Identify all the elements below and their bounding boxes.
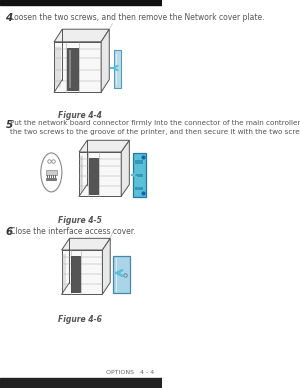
Bar <box>62 250 102 294</box>
Bar <box>71 256 80 292</box>
Text: 5: 5 <box>5 120 13 130</box>
Circle shape <box>41 153 62 192</box>
Bar <box>114 50 121 88</box>
Text: OPTIONS   4 - 4: OPTIONS 4 - 4 <box>106 370 154 375</box>
Bar <box>112 256 130 293</box>
Text: Figure 4-6: Figure 4-6 <box>58 315 102 324</box>
Polygon shape <box>79 140 129 152</box>
Bar <box>69 50 70 88</box>
Bar <box>134 174 143 177</box>
Bar <box>79 152 121 196</box>
Bar <box>0 378 162 388</box>
Bar <box>54 42 101 92</box>
Bar <box>133 153 146 197</box>
Polygon shape <box>101 29 109 92</box>
Polygon shape <box>54 29 109 42</box>
Text: 6: 6 <box>5 227 13 237</box>
Bar <box>67 48 78 90</box>
Text: the two screws to the groove of the printer, and then secure it with the two scr: the two screws to the groove of the prin… <box>10 129 300 135</box>
Text: Loosen the two screws, and then remove the Network cover plate.: Loosen the two screws, and then remove t… <box>10 13 264 22</box>
Bar <box>134 187 143 190</box>
Text: Put the network board connector firmly into the connector of the main controller: Put the network board connector firmly i… <box>10 120 300 126</box>
Polygon shape <box>62 238 110 250</box>
Bar <box>46 170 57 175</box>
Text: 4: 4 <box>5 13 13 23</box>
Bar <box>134 160 143 163</box>
Bar <box>89 158 98 194</box>
Text: Figure 4-4: Figure 4-4 <box>58 111 102 120</box>
Polygon shape <box>121 140 129 196</box>
Bar <box>0 0 162 5</box>
Polygon shape <box>102 238 110 294</box>
Text: Close the interface access cover.: Close the interface access cover. <box>10 227 136 236</box>
Text: Figure 4-5: Figure 4-5 <box>58 216 102 225</box>
